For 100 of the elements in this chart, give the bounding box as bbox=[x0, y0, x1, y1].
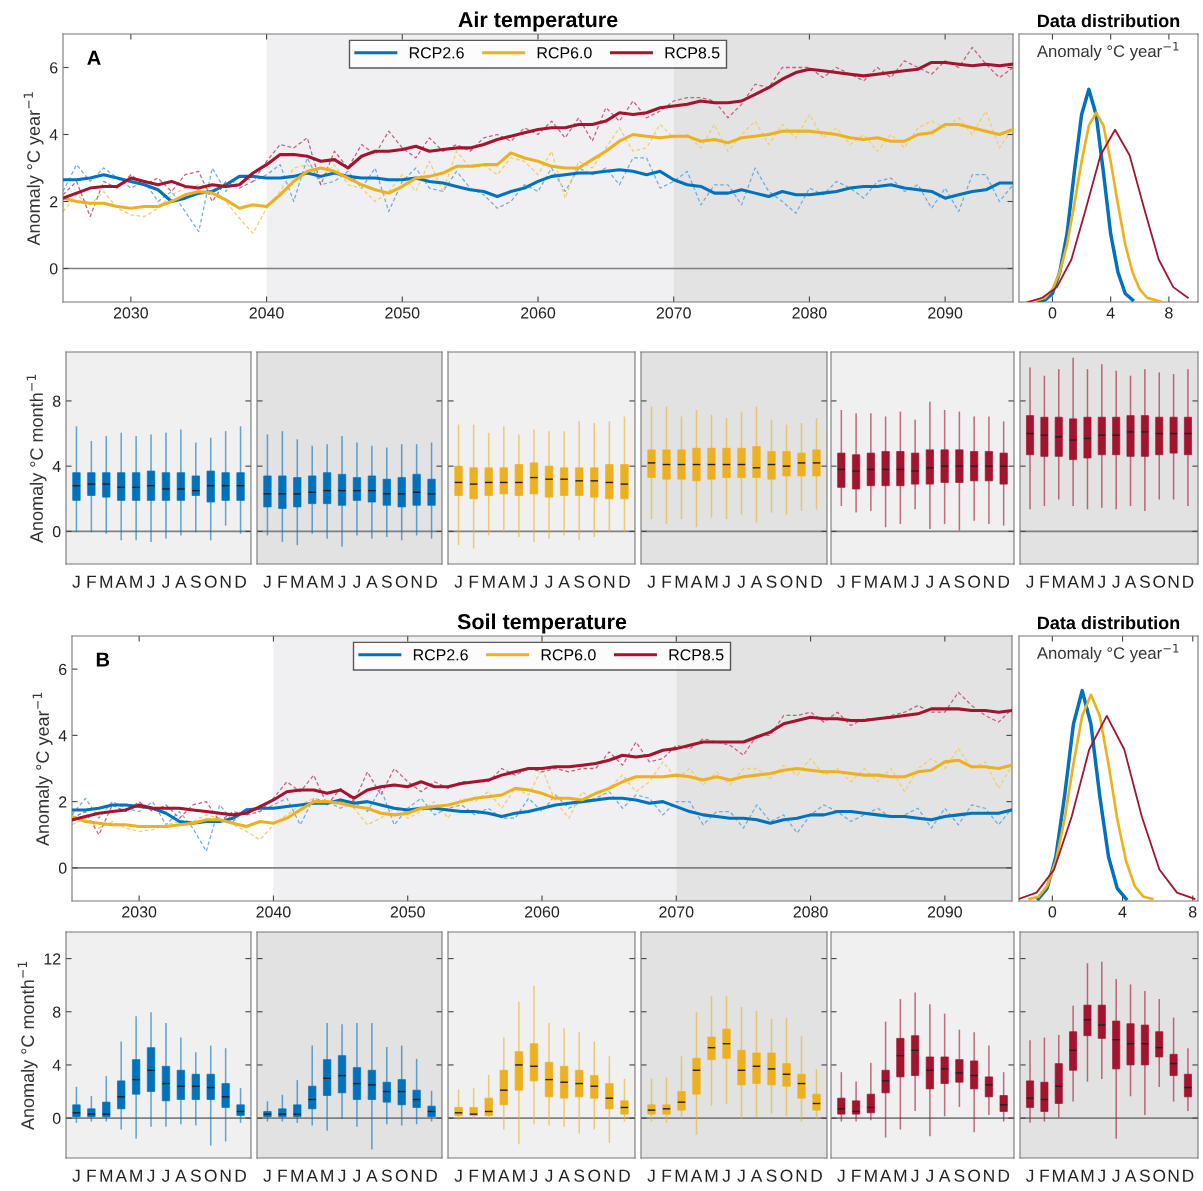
y-tick-label: 8 bbox=[52, 1006, 61, 1018]
x-tick-label: O bbox=[588, 575, 601, 588]
x-tick-label: 2090 bbox=[927, 906, 962, 918]
x-tick-label: M bbox=[1081, 575, 1094, 588]
x-tick-label: A bbox=[690, 1169, 703, 1182]
x-tick-label: F bbox=[852, 1169, 861, 1182]
x-tick-label: A bbox=[879, 1169, 892, 1182]
x-tick-label: J bbox=[544, 1169, 553, 1182]
x-tick-label: 2070 bbox=[656, 307, 691, 319]
x-tick-label: O bbox=[588, 1169, 601, 1182]
x-tick-label: J bbox=[161, 1169, 170, 1182]
x-tick-label: J bbox=[263, 1169, 271, 1182]
x-tick-label: 2070 bbox=[659, 906, 694, 918]
x-tick-label: F bbox=[852, 575, 861, 588]
x-tick-label: M bbox=[1081, 1169, 1094, 1182]
y-tick-label: 2 bbox=[50, 196, 58, 208]
x-tick-label: A bbox=[750, 1169, 763, 1182]
x-tick-label: A bbox=[1067, 575, 1079, 588]
x-tick-label: F bbox=[662, 1169, 672, 1182]
x-tick-label: O bbox=[1153, 575, 1166, 588]
x-tick-label: A bbox=[690, 575, 703, 588]
x-tick-label: J bbox=[529, 1169, 538, 1182]
x-tick-label: S bbox=[190, 575, 201, 588]
x-tick-label: A bbox=[115, 575, 127, 588]
x-tick-label: M bbox=[1052, 1169, 1065, 1182]
x-tick-label: N bbox=[220, 1169, 231, 1182]
x-tick-label: O bbox=[204, 575, 217, 588]
x-tick-label: J bbox=[1112, 1169, 1120, 1182]
x-tick-label: O bbox=[968, 1169, 981, 1182]
x-tick-label: 4 bbox=[1106, 307, 1115, 319]
x-tick-label: N bbox=[796, 1169, 807, 1182]
x-tick-label: 4 bbox=[1118, 906, 1127, 918]
x-tick-label: M bbox=[513, 1169, 525, 1182]
x-tick-label: M bbox=[894, 1169, 907, 1182]
x-tick-label: F bbox=[87, 1169, 96, 1182]
x-tick-label: O bbox=[395, 575, 408, 588]
x-tick-label: S bbox=[766, 1169, 777, 1182]
y-tick-label: 4 bbox=[49, 129, 58, 141]
x-tick-label: D bbox=[619, 575, 630, 588]
x-tick-label: O bbox=[780, 1169, 793, 1182]
x-tick-label: 2040 bbox=[256, 906, 291, 918]
annotation: A bbox=[87, 50, 101, 65]
x-tick-label: F bbox=[278, 1169, 287, 1182]
x-tick-label: S bbox=[190, 1169, 201, 1182]
y-tick-label: 0 bbox=[49, 263, 58, 275]
x-tick-label: M bbox=[705, 575, 718, 588]
x-tick-label: J bbox=[911, 1169, 919, 1182]
x-tick-label: M bbox=[291, 1169, 304, 1182]
text: Anomaly °C year$^{−1}$ bbox=[1036, 643, 1179, 663]
x-tick-label: A bbox=[366, 575, 378, 588]
y-tick-label: 0 bbox=[58, 862, 67, 874]
x-tick-label: F bbox=[1040, 575, 1050, 588]
legend-label: RCP6.0 bbox=[541, 649, 596, 661]
x-tick-label: F bbox=[1040, 1169, 1050, 1182]
y-axis-title: Anomaly °C month$^{−1}$ bbox=[17, 961, 38, 1130]
x-tick-label: J bbox=[529, 575, 538, 588]
x-tick-label: D bbox=[1183, 575, 1194, 588]
x-tick-label: J bbox=[544, 575, 553, 588]
x-tick-label: J bbox=[837, 575, 845, 588]
x-tick-label: J bbox=[146, 1169, 155, 1182]
x-tick-label: A bbox=[558, 1169, 570, 1182]
x-tick-label: O bbox=[780, 575, 793, 588]
x-tick-label: J bbox=[337, 575, 346, 588]
x-tick-label: 2030 bbox=[122, 906, 157, 918]
x-tick-label: A bbox=[558, 575, 570, 588]
x-tick-label: O bbox=[395, 1169, 408, 1182]
x-tick-label: J bbox=[161, 575, 170, 588]
x-tick-label: 2040 bbox=[249, 307, 284, 319]
y-tick-label: 6 bbox=[59, 663, 67, 676]
x-tick-label: D bbox=[998, 1169, 1010, 1182]
x-tick-label: J bbox=[146, 575, 155, 588]
x-tick-label: F bbox=[469, 575, 479, 588]
x-tick-label: F bbox=[278, 575, 287, 588]
x-tick-label: S bbox=[574, 575, 585, 588]
x-tick-label: D bbox=[619, 1169, 630, 1182]
x-tick-label: M bbox=[865, 1169, 877, 1182]
y-axis-title: Anomaly °C year$^{−1}$ bbox=[32, 692, 53, 847]
x-tick-label: M bbox=[100, 575, 113, 588]
x-tick-label: 2030 bbox=[113, 307, 148, 319]
x-tick-label: J bbox=[454, 575, 462, 588]
x-tick-label: 2050 bbox=[385, 307, 420, 319]
x-tick-label: M bbox=[513, 575, 525, 588]
legend-label: RCP8.5 bbox=[665, 47, 720, 59]
x-tick-label: A bbox=[498, 575, 510, 588]
x-tick-label: N bbox=[984, 1169, 994, 1182]
x-tick-label: S bbox=[954, 1169, 965, 1182]
text: Anomaly °C year$^{−1}$ bbox=[1036, 42, 1179, 61]
x-tick-label: J bbox=[454, 1169, 462, 1182]
x-tick-label: M bbox=[705, 1169, 718, 1182]
y-tick-label: 0 bbox=[52, 526, 61, 538]
x-tick-label: S bbox=[381, 575, 392, 588]
x-tick-label: F bbox=[87, 575, 96, 588]
x-tick-label: M bbox=[291, 575, 304, 588]
x-tick-label: 2090 bbox=[928, 307, 963, 319]
x-tick-label: N bbox=[411, 1169, 422, 1182]
x-tick-label: S bbox=[1139, 1169, 1150, 1182]
x-tick-label: J bbox=[263, 575, 271, 588]
chart-title: Data distribution bbox=[1037, 615, 1180, 630]
x-tick-label: A bbox=[750, 575, 763, 588]
x-tick-label: S bbox=[574, 1169, 585, 1182]
